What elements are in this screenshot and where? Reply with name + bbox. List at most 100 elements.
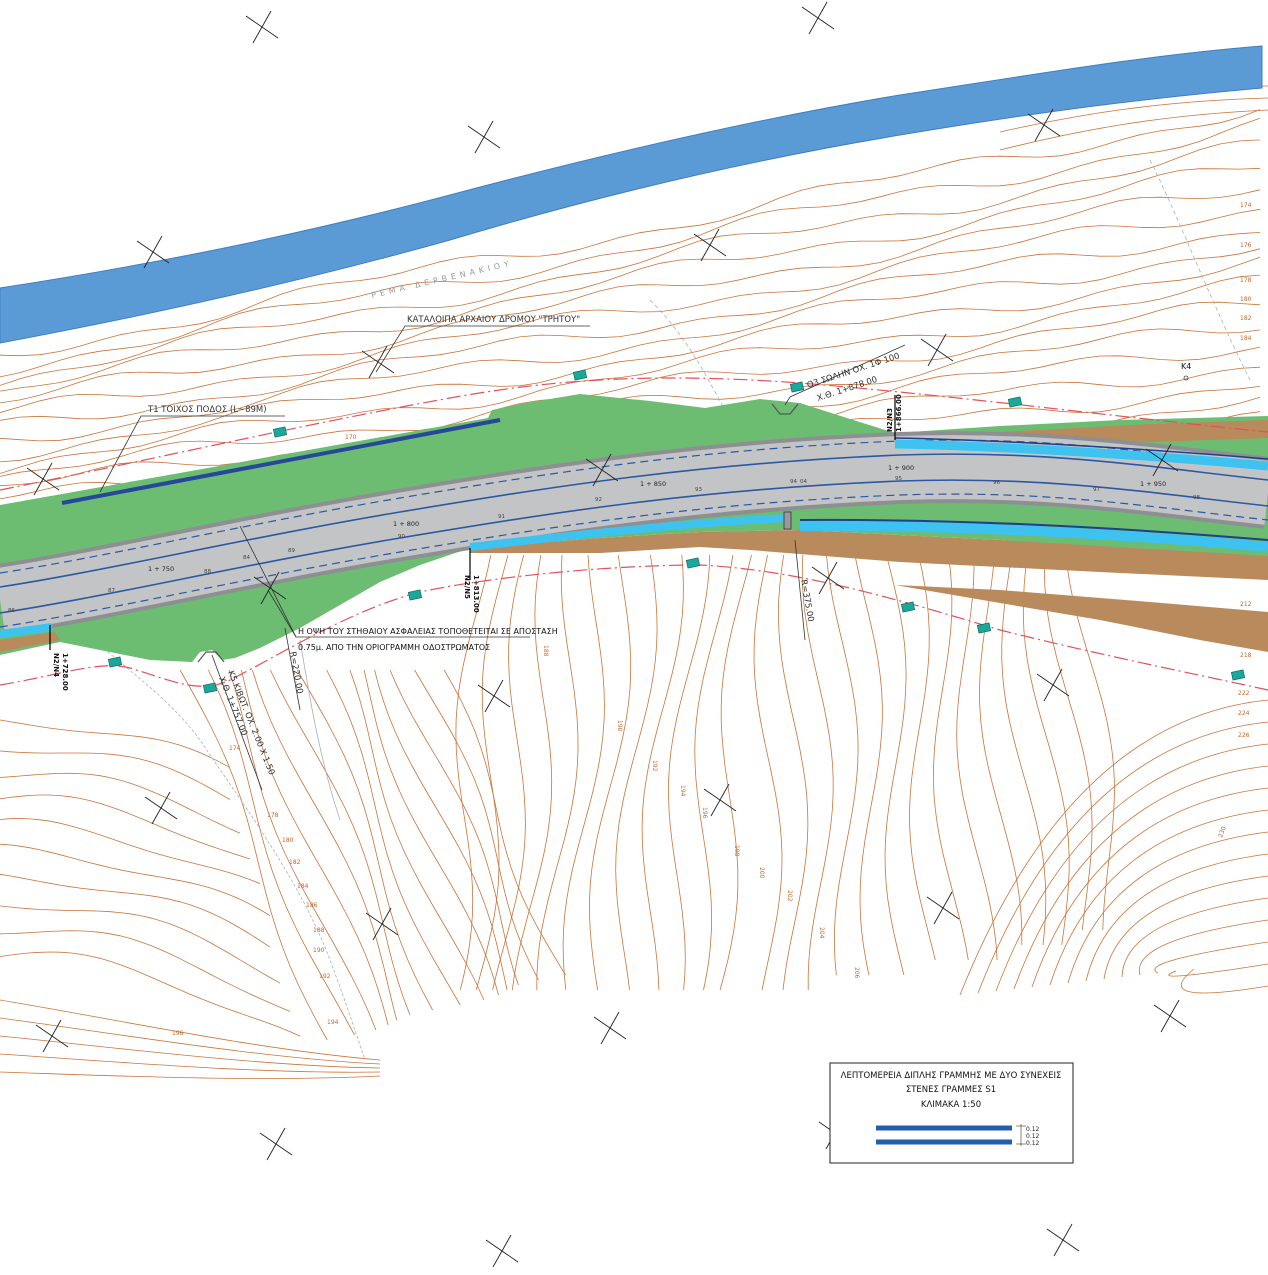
contour-line <box>0 750 231 800</box>
contour-label: 212 <box>1240 601 1252 608</box>
grid-cross <box>365 907 399 941</box>
contour-label: 196 <box>701 807 708 819</box>
boundary-marker <box>272 426 288 438</box>
grid-cross-arm <box>1053 1223 1073 1257</box>
contour-line <box>1154 941 1268 974</box>
contour-line <box>909 554 936 961</box>
contour-line <box>1065 554 1115 931</box>
chainage-label: 1 + 800 <box>393 520 419 528</box>
contour-line <box>826 554 859 976</box>
contour-line <box>349 669 485 1001</box>
node-n2-n3-chainage: 1+866.00 <box>895 394 903 432</box>
grid-cross <box>485 1234 519 1268</box>
leader-barrier-note-b <box>267 589 297 638</box>
grid-cross <box>144 791 178 825</box>
grid-cross-arm <box>42 1019 62 1053</box>
contour-line <box>0 905 281 984</box>
station-number: 97 <box>1093 487 1100 493</box>
grid-cross-arm <box>1034 108 1054 142</box>
node-n2-n5-name: N2/N5 <box>463 575 471 599</box>
boundary-marker <box>685 557 701 569</box>
expropriation-lines <box>0 377 1268 691</box>
grid-cross-arm <box>151 791 171 825</box>
contour-line <box>777 554 809 991</box>
legend-scale: ΚΛΙΜΑΚΑ 1:50 <box>921 1100 981 1110</box>
contour-label: 224 <box>1238 710 1250 717</box>
grid-cross-arm <box>1152 443 1172 477</box>
contour-line <box>0 772 241 834</box>
contour-line <box>1013 765 1268 990</box>
contour-line <box>296 669 433 1011</box>
contour-label: 170 <box>345 434 357 441</box>
grid-cross <box>35 1019 69 1053</box>
contour-labels: 174 176 178 180 182 184 170 212 218 222 … <box>172 202 1252 1037</box>
grid-cross <box>1027 108 1061 142</box>
grid-cross <box>477 679 511 713</box>
contour-label: 194 <box>327 1019 339 1026</box>
node-n2-n4-name: N2/N4 <box>52 653 60 677</box>
contour-line <box>0 232 1261 421</box>
grid-cross-arm <box>484 679 504 713</box>
grid-cross-arm <box>933 891 953 925</box>
contour-label: 190 <box>313 947 325 954</box>
contour-line <box>977 721 1268 994</box>
contour-line <box>615 554 658 991</box>
boundary-marker <box>789 381 805 393</box>
contour-label: 222 <box>1238 690 1250 697</box>
boundary-marker <box>1230 669 1246 681</box>
station-number: 98 <box>1193 495 1200 501</box>
grid-cross-arm <box>600 1011 620 1045</box>
contour-line <box>668 554 711 991</box>
contour-line <box>995 743 1268 992</box>
leader-lines <box>49 325 906 791</box>
node-n2-n4-chainage: 1+728.00 <box>61 653 69 691</box>
k4-point <box>1183 375 1189 381</box>
contour-line <box>0 301 1261 477</box>
contour-line <box>374 669 508 991</box>
grid-cross <box>259 1127 293 1161</box>
grid-cross-arm <box>33 462 53 496</box>
ancient-road-label: ΚΑΤΑΛΟΙΠΑ ΑΡΧΑΙΟΥ ΔΡΟΜΟΥ "ΤΡΗΤΟΥ" <box>407 315 580 325</box>
retaining-wall-t1 <box>61 418 501 505</box>
contour-line <box>475 554 509 991</box>
contour-label: 184 <box>297 883 309 890</box>
drainage-strip <box>0 623 53 638</box>
station-number: 88 <box>204 569 211 575</box>
contour-label: 200 <box>758 867 765 879</box>
legend-title-line2: ΣΤΕΝΕΣ ΓΡΑΜΜΕΣ S1 <box>906 1085 996 1095</box>
contour-line <box>0 930 291 1012</box>
contour-label: 196 <box>172 1030 184 1037</box>
contour-line <box>228 669 377 1031</box>
grid-cross <box>136 235 170 269</box>
boundary-marker <box>572 369 588 381</box>
contour-line <box>1001 554 1047 946</box>
boundary-marker <box>407 589 423 601</box>
contour-line <box>854 554 883 976</box>
contour-line <box>0 843 271 916</box>
embankment-left <box>0 632 60 652</box>
culvert-inlet-o3 <box>771 403 799 415</box>
contour-line <box>511 554 553 991</box>
contour-label: 192 <box>651 760 658 772</box>
grid-cross-arm <box>143 235 163 269</box>
boundary-markers <box>107 369 1246 694</box>
node-n2-n3-name: N2/N3 <box>886 408 894 432</box>
contour-line <box>0 1053 381 1073</box>
contour-line <box>1043 554 1093 931</box>
contour-line <box>363 669 499 996</box>
lane-line <box>799 518 1268 541</box>
contour-line <box>1181 968 1268 994</box>
contour-label: 204 <box>818 927 825 939</box>
boundary-marker <box>900 601 916 613</box>
grid-cross <box>693 228 727 262</box>
contour-line <box>208 669 355 1036</box>
contour-line <box>694 554 734 991</box>
contour-line <box>0 117 1261 378</box>
stream-line <box>99 644 366 1061</box>
contour-line <box>0 1017 381 1065</box>
contour-line <box>932 554 969 961</box>
grid-cross-arm <box>592 453 612 487</box>
grid-cross-arm <box>1043 668 1063 702</box>
legend-dim: 0.12 <box>1026 1140 1040 1147</box>
contour-label: 192 <box>319 973 331 980</box>
